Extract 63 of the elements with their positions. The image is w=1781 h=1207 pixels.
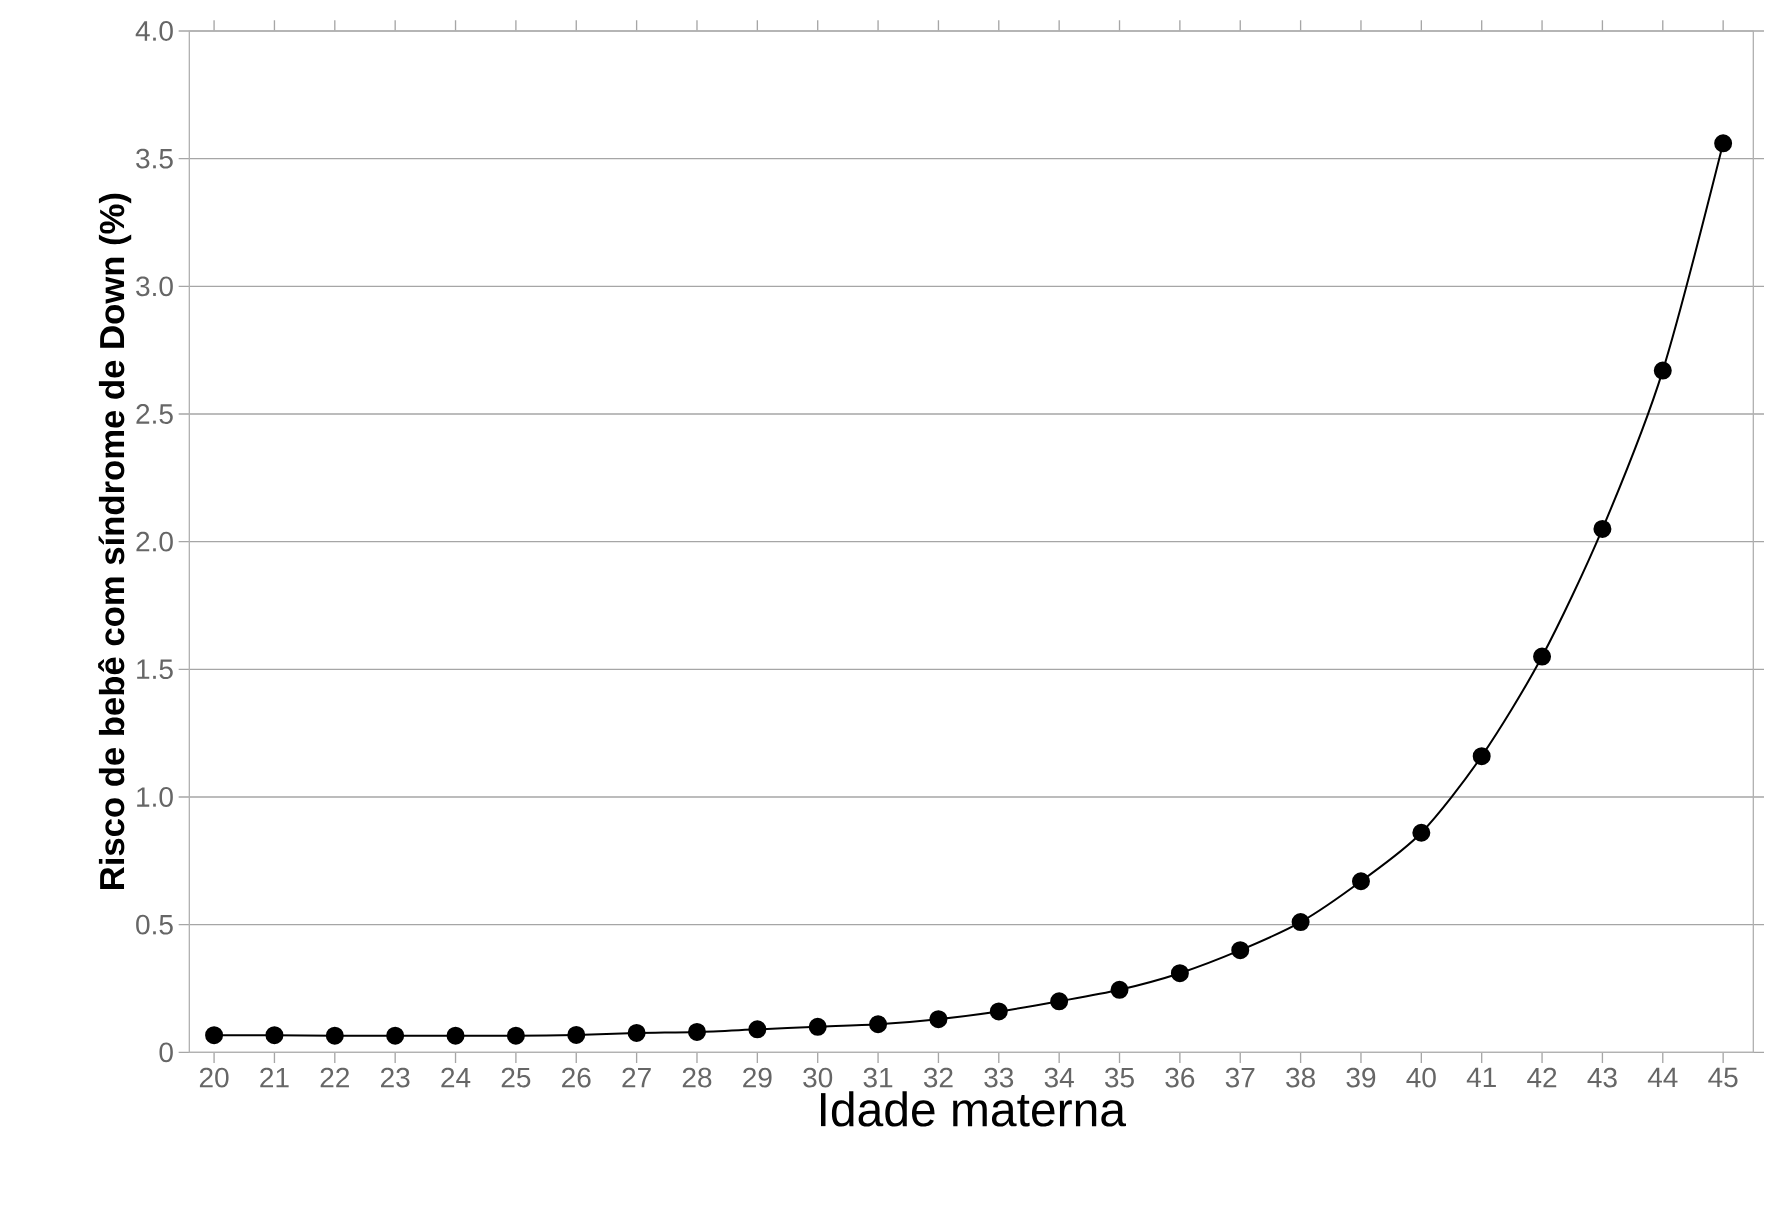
y-tick-label: 1.5 (137, 659, 173, 680)
x-tick-label: 24 (441, 1067, 471, 1088)
y-tick-label: 0 (159, 1042, 173, 1063)
y-tick-label: 1.0 (137, 787, 173, 807)
y-tick-label: 3.0 (136, 276, 173, 297)
x-tick-label: 35 (1105, 1067, 1134, 1088)
point (1231, 941, 1250, 960)
x-tick-label: 45 (1708, 1067, 1738, 1088)
point (1170, 964, 1189, 983)
point (386, 1026, 405, 1045)
point (446, 1026, 465, 1045)
x-tick-label: 28 (682, 1067, 712, 1088)
y-tick-label: 2.0 (136, 531, 173, 552)
x-tick-label: 41 (1466, 1067, 1496, 1087)
point (808, 1017, 827, 1036)
x-tick-label: 26 (562, 1067, 591, 1088)
point (1593, 519, 1612, 538)
point (869, 1015, 888, 1034)
y-axis-title: Risco de bebê com síndrome de Down (%) (98, 193, 132, 889)
x-tick-label: 25 (501, 1067, 531, 1088)
x-tick-label: 23 (381, 1067, 410, 1088)
point (1412, 823, 1431, 842)
point (1714, 134, 1733, 153)
point (205, 1026, 224, 1045)
x-axis-title: Idade materna (820, 1091, 1127, 1127)
x-tick-label: 36 (1165, 1067, 1195, 1088)
point (929, 1010, 948, 1029)
point (627, 1023, 646, 1042)
point (265, 1026, 284, 1045)
x-tick-label: 27 (622, 1067, 651, 1088)
point (1050, 992, 1069, 1011)
point (1291, 913, 1310, 932)
point (1533, 647, 1552, 666)
point (325, 1026, 344, 1045)
x-tick-label: 32 (923, 1067, 953, 1088)
x-tick-label: 21 (260, 1067, 289, 1088)
x-tick-label: 38 (1286, 1067, 1315, 1088)
x-tick-label: 44 (1647, 1067, 1678, 1087)
point (989, 1002, 1008, 1021)
point (567, 1025, 586, 1044)
x-tick-label: 40 (1406, 1067, 1436, 1088)
x-tick-label: 39 (1346, 1067, 1376, 1088)
point (1653, 361, 1672, 380)
point (506, 1026, 525, 1045)
y-tick-label: 0.5 (136, 914, 173, 935)
x-tick-label: 43 (1587, 1067, 1617, 1088)
y-tick-label: 3.5 (136, 148, 173, 169)
x-tick-label: 33 (984, 1067, 1014, 1088)
point (687, 1022, 706, 1041)
x-tick-label: 37 (1225, 1067, 1255, 1088)
x-tick-label: 42 (1527, 1067, 1557, 1088)
y-tick-label: 4.0 (135, 21, 173, 41)
x-tick-label: 31 (863, 1067, 893, 1088)
x-tick-label: 29 (743, 1067, 772, 1088)
x-tick-label: 22 (320, 1067, 349, 1088)
point (1472, 747, 1491, 766)
y-tick-label: 2.5 (136, 404, 173, 424)
point (1110, 980, 1129, 999)
point (1351, 872, 1370, 891)
x-tick-label: 34 (1044, 1067, 1074, 1088)
x-tick-label: 20 (199, 1067, 229, 1088)
point (748, 1020, 767, 1039)
x-tick-label: 30 (803, 1067, 833, 1088)
